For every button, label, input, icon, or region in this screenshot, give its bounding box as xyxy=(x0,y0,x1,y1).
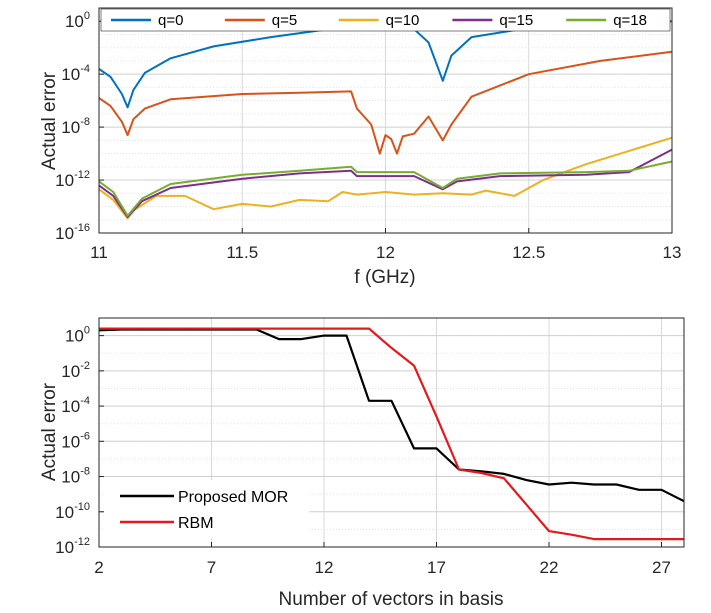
y-tick-label: 10-2 xyxy=(61,360,90,381)
series-line-q-18 xyxy=(98,160,673,217)
x-tick-label: 27 xyxy=(652,558,671,577)
top-y-ticks: 100 10-4 10-8 10-12 10-16 xyxy=(55,10,104,243)
x-tick-label: 2 xyxy=(94,558,103,577)
bottom-y-ticks: 100 10-2 10-4 10-6 10-8 10-10 10-12 xyxy=(55,325,104,557)
y-tick-label: 10-6 xyxy=(61,430,90,451)
series-line-q-5 xyxy=(98,50,673,155)
legend-label: q=15 xyxy=(499,12,533,29)
legend-label: q=5 xyxy=(272,12,297,29)
y-tick-label: 100 xyxy=(65,325,90,346)
x-tick-label: 12.5 xyxy=(512,243,545,262)
bottom-x-axis-label: Number of vectors in basis xyxy=(279,589,504,610)
y-tick-label: 10-8 xyxy=(61,466,90,487)
y-tick-label: 10-10 xyxy=(55,501,90,522)
x-tick-label: 17 xyxy=(427,558,446,577)
legend-box xyxy=(100,8,671,32)
legend-label: Proposed MOR xyxy=(178,489,288,506)
x-tick-label: 13 xyxy=(663,243,682,262)
series-line-rbm xyxy=(99,327,684,541)
bottom-series-lines xyxy=(98,327,685,541)
x-tick-label: 11.5 xyxy=(226,243,258,262)
x-tick-label: 7 xyxy=(207,558,216,577)
series-line-proposed-mor xyxy=(98,328,685,503)
series-line-q-10 xyxy=(98,136,673,220)
x-tick-label: 12 xyxy=(315,558,334,577)
bottom-legend: Proposed MOR RBM xyxy=(104,480,309,538)
y-tick-label: 10-12 xyxy=(55,536,90,557)
bottom-x-ticks: 2 7 12 17 22 27 xyxy=(94,542,671,577)
top-x-ticks: 11 11.5 12 12.5 13 xyxy=(90,228,681,262)
top-x-axis-label: f (GHz) xyxy=(354,267,415,288)
y-tick-label: 100 xyxy=(65,10,90,31)
x-tick-label: 11 xyxy=(90,243,108,262)
y-tick-label: 10-4 xyxy=(61,63,90,84)
bottom-plot-area xyxy=(98,317,685,548)
y-tick-label: 10-16 xyxy=(55,222,90,243)
y-tick-label: 10-8 xyxy=(61,116,90,137)
legend-label: q=10 xyxy=(386,12,420,29)
x-tick-label: 12 xyxy=(376,243,395,262)
top-plot-area xyxy=(98,7,673,234)
bottom-panel-basis-error: 2 7 12 17 22 27 10010-210-410-610-810-1010-12… xyxy=(39,317,685,610)
legend-label: q=0 xyxy=(158,12,183,29)
top-panel-frequency-error: 11 11.5 12 12.5 13 100 10-4 10-8 10-12 10-16 f (… xyxy=(39,7,681,288)
legend-label: q=18 xyxy=(613,12,647,29)
top-legend: q=0 q=5 q=10 q=15 q=18 xyxy=(100,8,671,32)
top-grid xyxy=(98,7,673,234)
y-tick-label: 10-12 xyxy=(55,169,90,190)
legend-box xyxy=(104,480,309,538)
bottom-y-axis-label: Actual error xyxy=(39,382,60,481)
series-line-q-15 xyxy=(98,148,673,219)
top-y-axis-label: Actual error xyxy=(39,71,60,170)
y-tick-label: 10-4 xyxy=(61,395,90,416)
x-tick-label: 22 xyxy=(540,558,559,577)
legend-label: RBM xyxy=(178,515,214,532)
